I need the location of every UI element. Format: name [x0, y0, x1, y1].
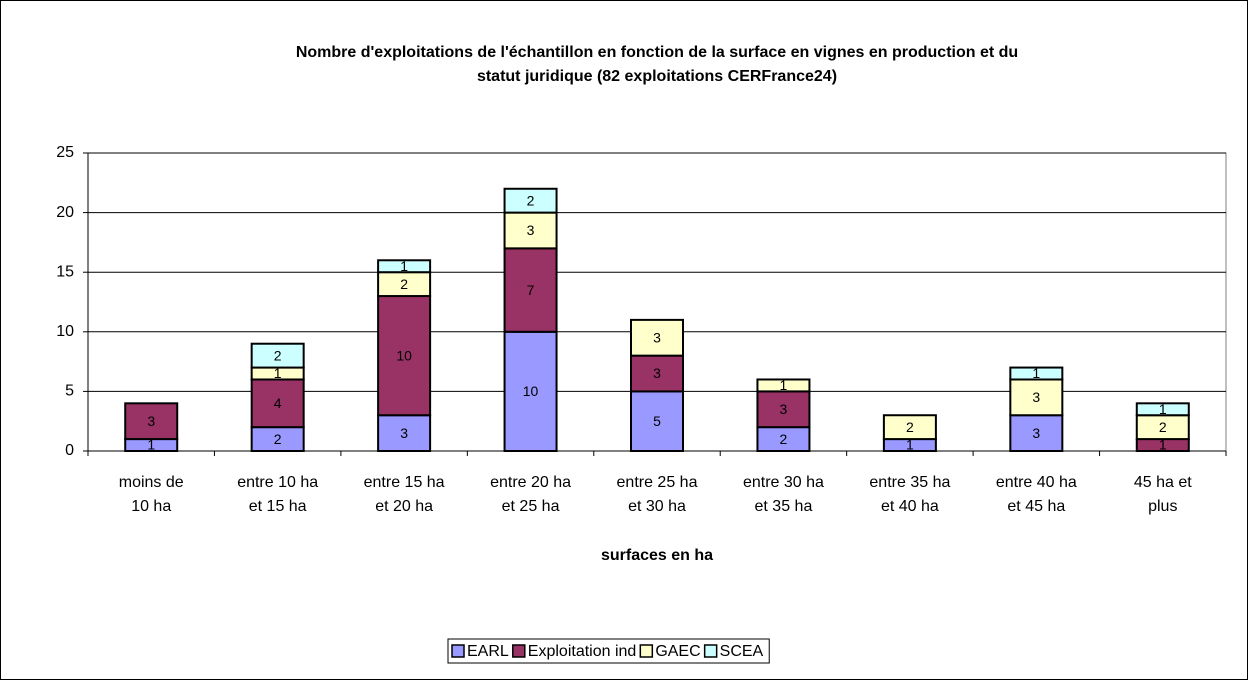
data-label: 3: [1032, 425, 1040, 441]
data-label: 2: [274, 347, 282, 363]
data-label: 3: [653, 329, 661, 345]
legend-swatch: [451, 644, 465, 658]
x-tick-label: entre 15 ha et 20 ha: [364, 474, 445, 515]
data-label: 1: [274, 365, 282, 381]
x-tick-label: entre 35 ha et 40 ha: [869, 474, 950, 515]
legend-label: EARL: [467, 643, 509, 660]
data-label: 1: [1032, 365, 1040, 381]
data-label: 2: [527, 192, 535, 208]
bar-segment: [503, 211, 558, 250]
x-tick-label: entre 30 ha et 35 ha: [743, 474, 824, 515]
chart-title: Nombre d'exploitations de l'échantillon …: [296, 44, 1018, 85]
bar-segment: [124, 402, 179, 441]
legend-label: Exploitation ind: [528, 643, 637, 660]
bar-segment: [250, 378, 305, 429]
x-tick-label: 45 ha et plus: [1134, 474, 1192, 515]
data-label: 3: [527, 222, 535, 238]
data-label: 10: [396, 347, 412, 363]
bar-segment: [1009, 366, 1064, 381]
data-label: 1: [1159, 401, 1167, 417]
data-label: 2: [780, 431, 788, 447]
data-label: 2: [400, 276, 408, 292]
bar-segment: [377, 295, 432, 417]
bar-segment: [1009, 378, 1064, 417]
bar-segment: [756, 390, 811, 429]
data-label: 3: [147, 413, 155, 429]
bar-segment: [1009, 414, 1064, 452]
legend-swatch: [512, 644, 526, 658]
bar-segment: [630, 390, 684, 452]
legend-swatch: [703, 644, 718, 658]
y-tick-label: 5: [65, 383, 74, 400]
bar-segment: [630, 318, 684, 357]
data-label: 7: [527, 282, 535, 298]
bar-segment: [882, 414, 937, 441]
y-tick-label: 0: [65, 442, 74, 459]
data-label: 3: [400, 425, 408, 441]
data-label: 5: [653, 413, 661, 429]
y-tick-label: 10: [56, 323, 74, 340]
data-label: 3: [1032, 389, 1040, 405]
data-label: 1: [780, 377, 788, 393]
x-tick-label: entre 10 ha et 15 ha: [237, 474, 318, 515]
x-tick-label: entre 20 ha et 25 ha: [490, 474, 571, 515]
data-label: 10: [523, 383, 539, 399]
data-label: 2: [906, 419, 914, 435]
legend-swatch: [639, 644, 654, 658]
bar-segment: [1135, 402, 1190, 417]
data-label: 4: [274, 395, 282, 411]
legend-label: GAEC: [655, 643, 700, 660]
bar-segment: [630, 354, 684, 393]
legend-label: SCEA: [720, 643, 764, 660]
bar-segment: [377, 414, 432, 452]
data-label: 3: [653, 365, 661, 381]
data-label: 1: [906, 437, 914, 453]
x-tick-label: entre 25 ha et 30 ha: [617, 474, 698, 515]
x-tick-label: entre 40 ha et 45 ha: [996, 474, 1077, 515]
data-label: 1: [147, 437, 155, 453]
bar-segment: [503, 187, 558, 214]
data-label: 2: [1159, 419, 1167, 435]
bar-segment: [377, 259, 432, 274]
y-tick-label: 25: [56, 144, 74, 161]
bar-segment: [250, 342, 305, 369]
y-tick-label: 20: [56, 204, 74, 221]
data-label: 1: [1159, 437, 1167, 453]
bar-segment: [756, 378, 811, 393]
data-label: 2: [274, 431, 282, 447]
data-label: 3: [780, 401, 788, 417]
x-axis-title: surfaces en ha: [601, 547, 713, 564]
x-tick-label: moins de 10 ha: [119, 474, 184, 515]
data-label: 1: [400, 258, 408, 274]
y-tick-label: 15: [56, 263, 74, 280]
